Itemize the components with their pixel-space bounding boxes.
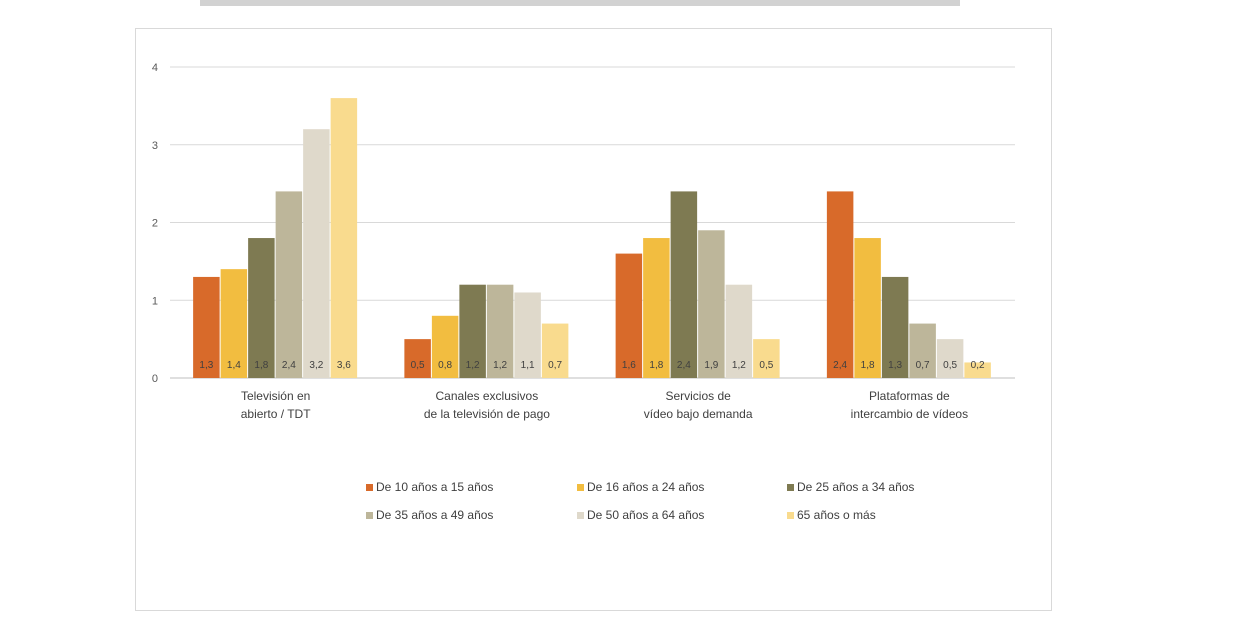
bar	[486, 284, 514, 378]
data-label: 2,4	[677, 360, 691, 371]
bar	[220, 269, 248, 378]
data-label: 1,1	[521, 360, 535, 371]
data-label: 0,5	[943, 360, 957, 371]
bar	[909, 323, 936, 378]
legend-swatch	[787, 512, 794, 519]
data-label: 0,8	[438, 360, 452, 371]
legend-swatch	[366, 484, 373, 491]
bar	[431, 315, 459, 378]
y-tick-label: 3	[152, 140, 158, 152]
bar	[643, 238, 670, 378]
y-tick-label: 1	[152, 295, 158, 307]
legend-label: De 16 años a 24 años	[587, 480, 704, 494]
data-label: 0,7	[548, 360, 562, 371]
legend-label: 65 años o más	[797, 508, 876, 522]
bar	[541, 323, 569, 378]
data-label: 3,2	[309, 360, 323, 371]
data-label: 1,2	[493, 360, 507, 371]
data-label: 2,4	[282, 360, 296, 371]
x-category-label: de la televisión de pago	[424, 407, 550, 421]
data-label: 1,9	[704, 360, 718, 371]
y-tick-label: 0	[152, 373, 158, 385]
bar	[881, 276, 909, 378]
data-label: 3,6	[337, 360, 351, 371]
bar	[459, 284, 486, 378]
x-category-label: Plataformas de	[869, 389, 950, 403]
bar	[404, 339, 431, 378]
bar	[330, 98, 358, 378]
x-category-label: Servicios de	[665, 389, 731, 403]
bar	[826, 191, 854, 378]
data-label: 0,5	[411, 360, 425, 371]
x-category-label: abierto / TDT	[241, 407, 311, 421]
x-category-label: vídeo bajo demanda	[644, 407, 753, 421]
bar	[248, 238, 275, 378]
data-label: 0,2	[971, 360, 985, 371]
data-label: 1,3	[199, 360, 213, 371]
data-label: 2,4	[833, 360, 847, 371]
bar	[854, 238, 881, 378]
data-label: 0,5	[759, 360, 773, 371]
bar	[275, 191, 303, 378]
x-category-label: Televisión en	[241, 389, 310, 403]
data-label: 1,8	[649, 360, 663, 371]
bar	[514, 292, 541, 378]
legend-label: De 25 años a 34 años	[797, 480, 914, 494]
legend-label: De 50 años a 64 años	[587, 508, 704, 522]
bar	[725, 284, 753, 378]
bar	[193, 276, 220, 378]
data-label: 1,4	[227, 360, 241, 371]
legend-swatch	[366, 512, 373, 519]
x-category-label: Canales exclusivos	[436, 389, 539, 403]
cropped-title-remnant	[200, 0, 960, 6]
bar	[670, 191, 698, 378]
data-label: 0,7	[916, 360, 930, 371]
bar	[303, 129, 330, 378]
legend-swatch	[577, 484, 584, 491]
data-label: 1,8	[254, 360, 268, 371]
data-label: 1,2	[732, 360, 746, 371]
legend-label: De 35 años a 49 años	[376, 508, 493, 522]
legend-label: De 10 años a 15 años	[376, 480, 493, 494]
bar	[753, 339, 780, 378]
legend-swatch	[577, 512, 584, 519]
bar	[936, 339, 964, 378]
bar	[698, 230, 725, 378]
legend-swatch	[787, 484, 794, 491]
bar	[615, 253, 643, 378]
y-tick-label: 4	[152, 62, 158, 74]
x-category-label: intercambio de vídeos	[851, 407, 968, 421]
data-label: 1,3	[888, 360, 902, 371]
y-tick-label: 2	[152, 218, 158, 230]
bar	[964, 362, 991, 378]
data-label: 1,8	[861, 360, 875, 371]
data-label: 1,6	[622, 360, 636, 371]
data-label: 1,2	[466, 360, 480, 371]
